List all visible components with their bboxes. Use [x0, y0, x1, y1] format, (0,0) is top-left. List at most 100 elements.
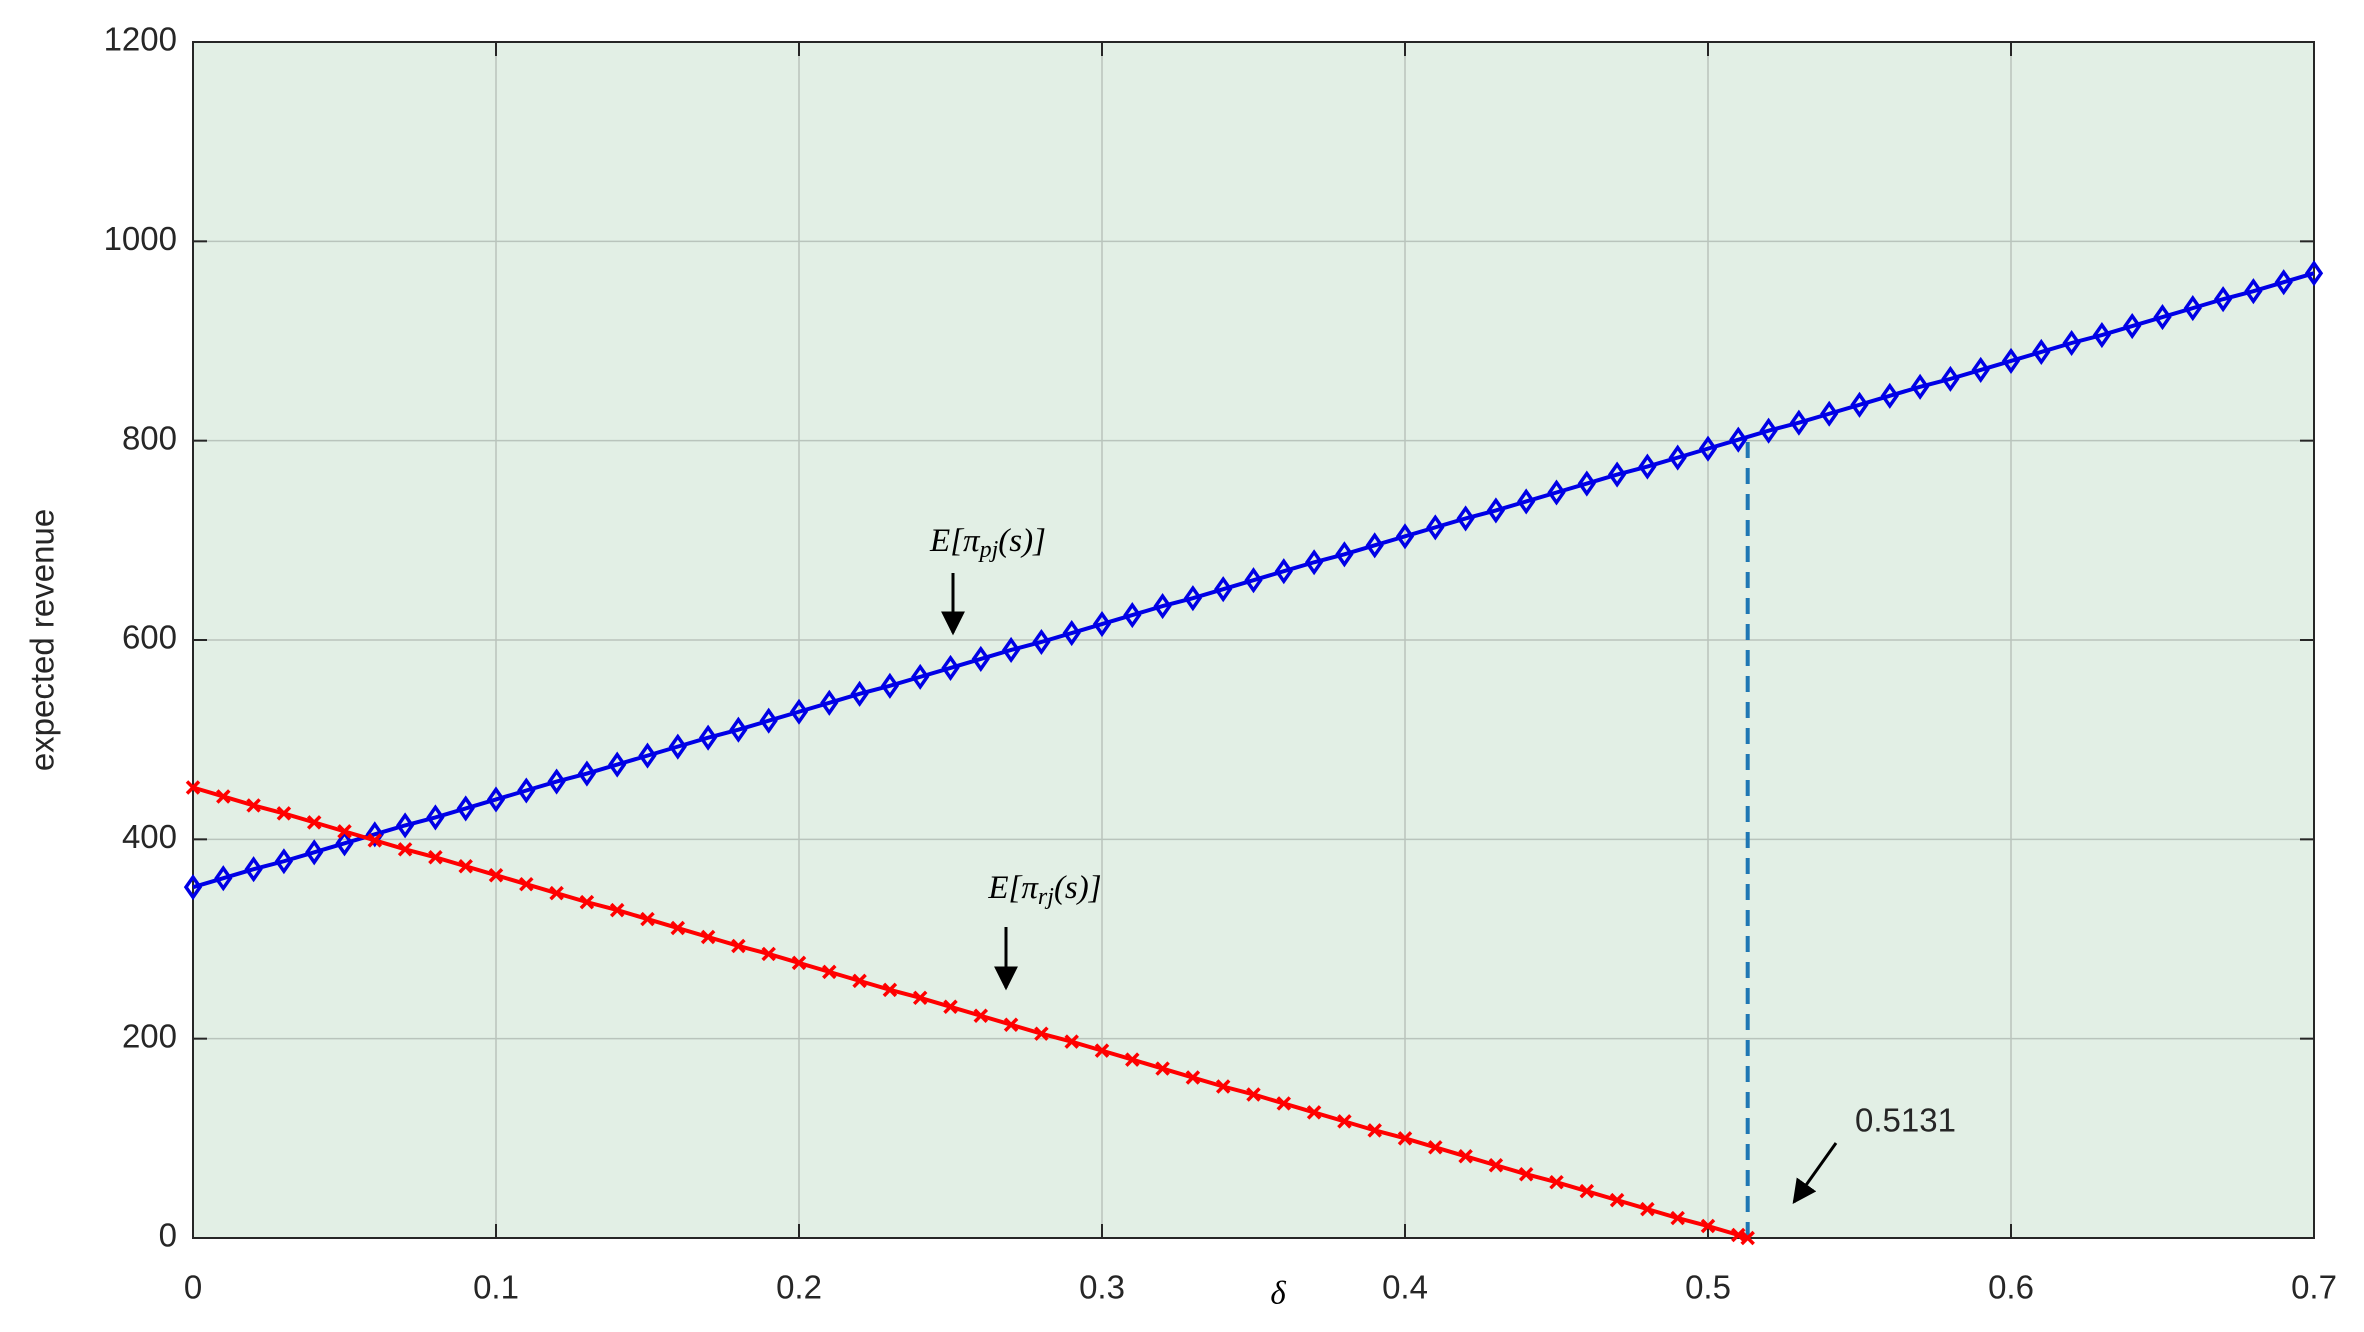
marker: [1486, 497, 1506, 524]
marker: [700, 929, 716, 945]
marker: [2001, 347, 2021, 374]
marker: [519, 876, 534, 892]
marker: [488, 867, 504, 883]
marker: [335, 830, 354, 857]
marker: [1092, 611, 1112, 638]
marker: [458, 859, 473, 874]
marker: [1123, 602, 1142, 629]
label-end: (s)]: [998, 523, 1046, 559]
marker: [2274, 269, 2293, 296]
marker: [214, 865, 233, 892]
marker: [1306, 1105, 1322, 1120]
marker: [1971, 356, 1990, 383]
x-tick-label: 0.1: [473, 1269, 519, 1306]
marker: [1183, 585, 1203, 612]
marker: [2304, 260, 2324, 287]
marker: [428, 850, 443, 865]
marker: [1698, 435, 1718, 462]
marker: [668, 733, 687, 760]
marker: [1456, 505, 1475, 532]
marker: [305, 839, 324, 866]
marker: [1395, 523, 1415, 550]
series-label: E[πrj(s)]: [987, 870, 1101, 910]
marker: [1640, 1201, 1655, 1217]
marker: [1365, 532, 1384, 559]
marker: [2244, 278, 2263, 305]
marker: [1185, 1070, 1201, 1085]
marker: [2183, 295, 2202, 322]
x-tick-label: 0.5: [1685, 1269, 1731, 1306]
marker: [1153, 593, 1172, 620]
x-tick-label: 0.3: [1079, 1269, 1125, 1306]
label-sub: rj: [1038, 884, 1054, 910]
marker: [1155, 1061, 1170, 1076]
marker: [246, 798, 261, 813]
marker: [367, 833, 383, 848]
marker: [1246, 1087, 1261, 1102]
marker: [1426, 514, 1445, 541]
marker: [1032, 628, 1051, 656]
marker: [1518, 1166, 1534, 1182]
marker: [1214, 576, 1233, 603]
marker: [1458, 1149, 1473, 1164]
marker: [397, 842, 413, 857]
marker: [1729, 426, 1748, 453]
marker: [2213, 286, 2233, 313]
marker: [1335, 541, 1354, 568]
y-axis-label: expected revenue: [24, 509, 61, 771]
marker: [761, 946, 776, 962]
marker: [185, 780, 201, 795]
y-tick-label: 400: [122, 818, 177, 855]
marker: [517, 777, 536, 804]
x-axis-label: δ: [1270, 1276, 1286, 1312]
marker: [759, 707, 778, 734]
marker: [1820, 400, 1839, 427]
marker: [971, 645, 990, 672]
marker: [1001, 636, 1021, 664]
marker: [943, 999, 958, 1015]
y-tick-label: 800: [122, 419, 177, 456]
marker: [2123, 312, 2142, 340]
x-tick-label: 0.7: [2291, 1269, 2337, 1306]
marker: [1759, 417, 1778, 444]
marker: [1579, 1183, 1595, 1199]
marker: [1304, 549, 1324, 576]
marker: [1094, 1043, 1110, 1058]
marker: [1549, 1174, 1564, 1190]
y-tick-label: 0: [159, 1217, 177, 1254]
arrow: [1792, 1142, 1838, 1204]
marker: [274, 848, 294, 875]
marker: [337, 824, 352, 839]
y-tick-label: 200: [122, 1017, 177, 1054]
marker: [1367, 1123, 1382, 1138]
series-label: E[πpj(s)]: [929, 523, 1046, 563]
marker: [852, 973, 867, 989]
marker: [1517, 488, 1536, 515]
marker: [1731, 1227, 1746, 1243]
y-tick-label: 1000: [104, 220, 177, 257]
marker: [731, 938, 746, 954]
marker: [2062, 329, 2081, 357]
marker: [609, 902, 625, 918]
marker: [183, 874, 203, 901]
marker: [244, 856, 263, 883]
marker: [1337, 1114, 1352, 1129]
x-tick-label: 0: [184, 1269, 202, 1306]
marker: [1064, 1034, 1079, 1049]
marker: [1003, 1017, 1019, 1032]
marker: [579, 894, 595, 910]
marker: [1670, 1210, 1685, 1226]
marker: [729, 716, 748, 743]
marker: [640, 911, 655, 927]
marker: [1276, 1096, 1292, 1111]
plot-frame: [192, 41, 2315, 1239]
label-main: E[π: [987, 870, 1039, 906]
marker: [395, 812, 415, 839]
marker: [365, 821, 384, 848]
marker: [882, 982, 898, 998]
marker: [1941, 365, 1960, 392]
marker: [2153, 304, 2172, 331]
marker: [1577, 470, 1596, 497]
marker: [1850, 391, 1869, 418]
